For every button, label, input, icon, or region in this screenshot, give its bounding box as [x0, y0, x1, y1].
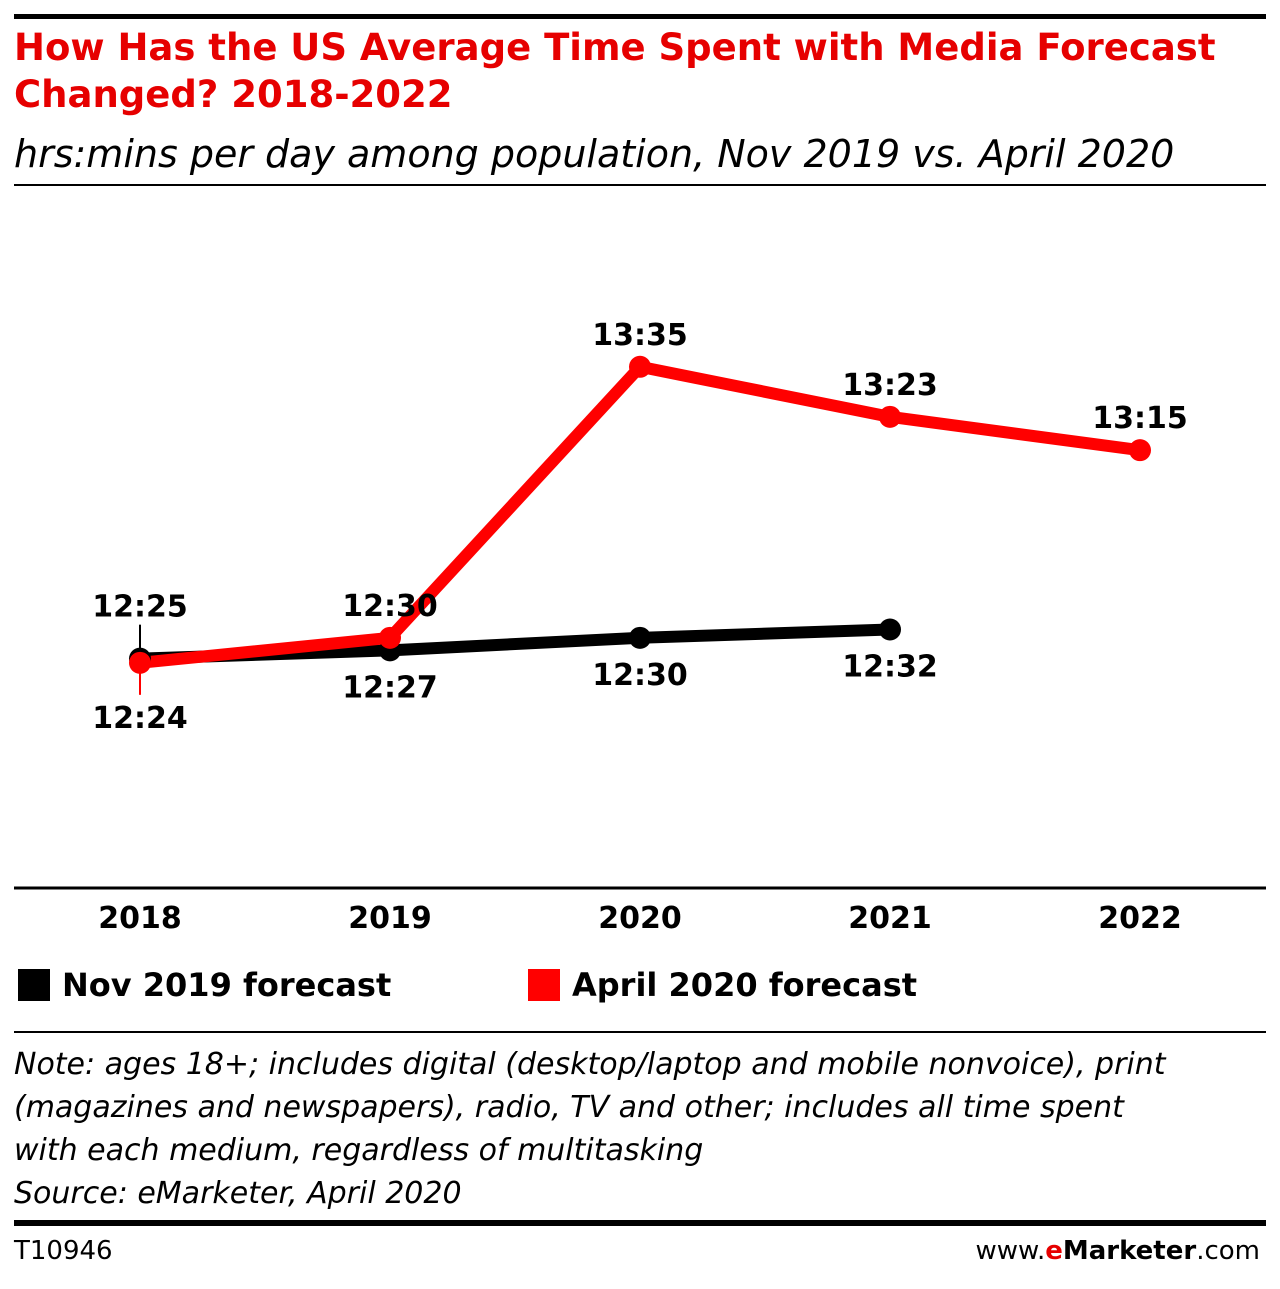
data-point-april-2020-2018	[129, 651, 151, 674]
top-rule	[14, 14, 1266, 19]
data-point-april-2020-2019	[379, 626, 401, 649]
title-line-1: How Has the US Average Time Spent with M…	[14, 26, 1216, 69]
series-layer	[134, 360, 1146, 669]
note-line-3: with each medium, regardless of multitas…	[14, 1133, 704, 1168]
legend-label-april-2020: April 2020 forecast	[572, 966, 918, 1004]
data-label-april-2020-2021: 13:23	[842, 368, 938, 403]
data-point-april-2020-2021	[879, 405, 901, 428]
site-brand-e: e	[1045, 1236, 1063, 1266]
data-label-april-2020-2018: 12:24	[92, 701, 188, 736]
data-point-nov-2019-2021	[879, 618, 901, 641]
title-line-2: Changed? 2018-2022	[14, 73, 453, 116]
site-prefix: www.	[975, 1236, 1046, 1266]
source-line: Source: eMarketer, April 2020	[14, 1176, 462, 1211]
legend-swatch-nov-2019	[18, 969, 50, 1001]
legend-item-april-2020: April 2020 forecast	[528, 962, 917, 1008]
x-tick-label-2020: 2020	[598, 901, 682, 936]
data-label-nov-2019-2020: 12:30	[592, 658, 688, 693]
header-rule	[14, 184, 1266, 186]
data-label-april-2020-2019: 12:30	[342, 589, 438, 624]
footer-rule	[14, 1220, 1266, 1226]
x-tick-label-2019: 2019	[348, 901, 432, 936]
legend-rule	[14, 1031, 1266, 1033]
data-label-nov-2019-2018: 12:25	[92, 590, 188, 625]
data-label-nov-2019-2021: 12:32	[842, 649, 938, 684]
x-tick-label-2018: 2018	[98, 901, 182, 936]
series-line-april-2020	[134, 360, 1146, 669]
site-suffix: .com	[1196, 1236, 1260, 1266]
data-point-nov-2019-2020	[629, 626, 651, 649]
legend-label-nov-2019: Nov 2019 forecast	[62, 966, 392, 1004]
data-point-april-2020-2020	[629, 355, 651, 378]
chart-title: How Has the US Average Time Spent with M…	[14, 24, 1264, 118]
line-chart: 12:25 12:27 12:30 12:32 12:24 12:30 13:35 13:23…	[14, 318, 1266, 936]
data-label-april-2020-2022: 13:15	[1092, 401, 1188, 436]
x-tick-label-2022: 2022	[1098, 901, 1182, 936]
chart-note: Note: ages 18+; includes digital (deskto…	[14, 1043, 1264, 1215]
legend: Nov 2019 forecast April 2020 forecast	[18, 962, 1258, 1008]
marker-layer	[129, 355, 1151, 674]
note-line-2: (magazines and newspapers), radio, TV an…	[14, 1090, 1124, 1125]
data-point-april-2020-2022	[1129, 439, 1151, 462]
x-tick-labels: 2018 2019 2020 2021 2022	[98, 901, 1182, 936]
x-tick-label-2021: 2021	[848, 901, 932, 936]
data-label-layer: 12:25 12:27 12:30 12:32 12:24 12:30 13:35 13:23…	[92, 318, 1188, 736]
data-label-nov-2019-2019: 12:27	[342, 670, 438, 705]
site-url: www.eMarketer.com	[976, 1236, 1260, 1266]
legend-item-nov-2019: Nov 2019 forecast	[18, 962, 391, 1008]
chart-subtitle: hrs:mins per day among population, Nov 2…	[14, 132, 1175, 176]
chart-id: T10946	[14, 1236, 113, 1266]
legend-swatch-april-2020	[528, 969, 560, 1001]
data-label-april-2020-2020: 13:35	[592, 318, 688, 353]
note-line-1: Note: ages 18+; includes digital (deskto…	[14, 1047, 1166, 1082]
site-brand-rest: Marketer	[1062, 1236, 1197, 1266]
